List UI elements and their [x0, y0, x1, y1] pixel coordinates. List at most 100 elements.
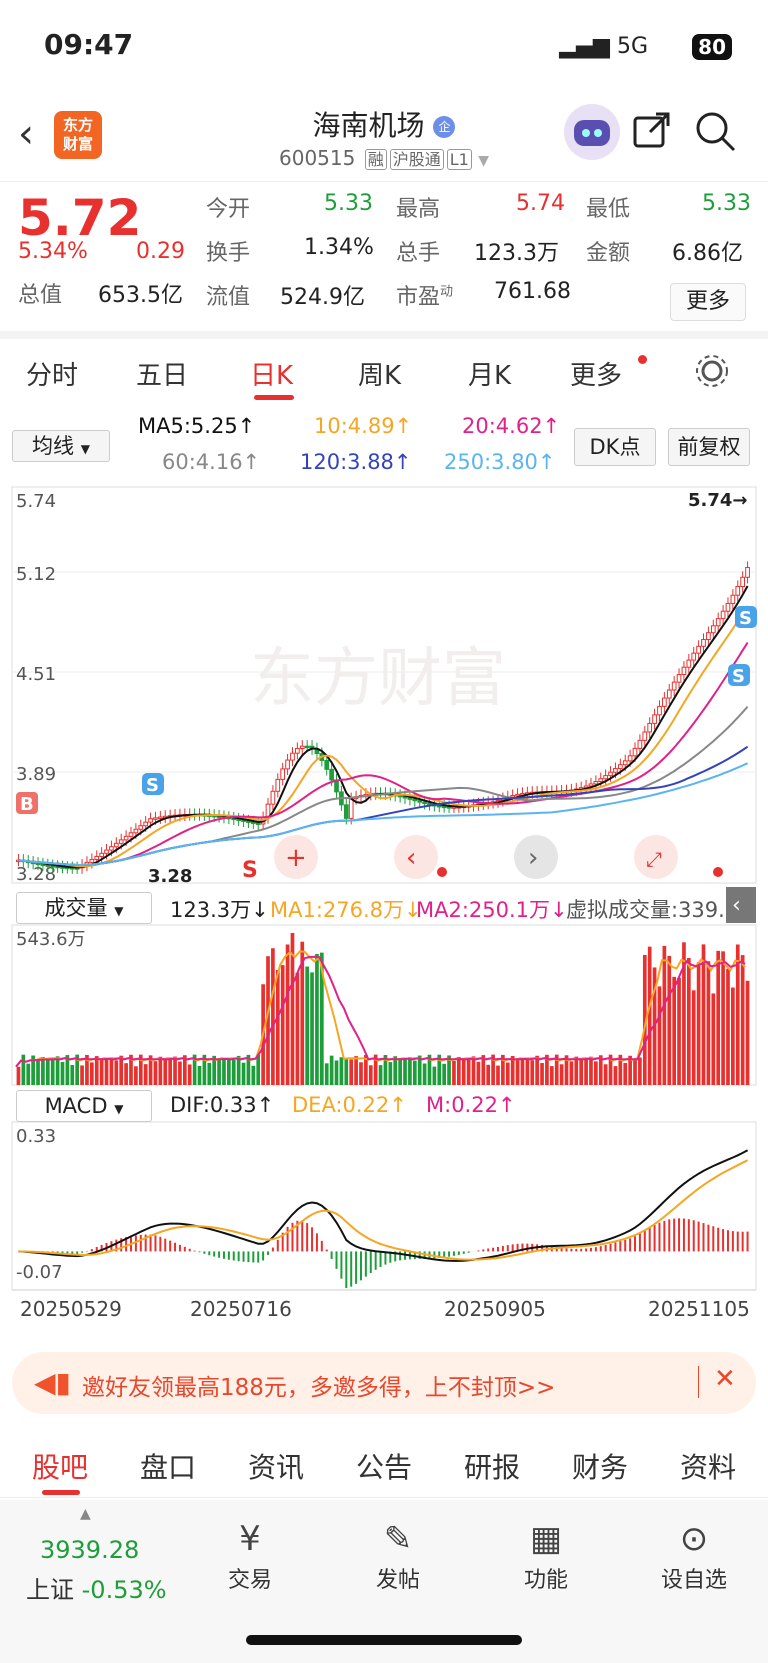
- volume-bar: [476, 1061, 481, 1085]
- candle-body: [603, 775, 608, 780]
- volume-bar: [129, 1054, 133, 1085]
- volume-bar: [80, 1065, 84, 1085]
- volume-bar: [41, 1057, 45, 1085]
- candle-body: [329, 768, 334, 781]
- indicator-selector-volume[interactable]: 成交量 ▼: [16, 892, 152, 924]
- chevron-left-small-icon: ‹: [732, 893, 741, 918]
- add-watchlist-button[interactable]: ⊙ 设自选: [644, 1516, 744, 1594]
- candle-body: [133, 828, 139, 834]
- ma120-legend: 120:3.88↑: [300, 450, 412, 474]
- volume-bar: [496, 1065, 500, 1085]
- volume-bar: [222, 1057, 226, 1085]
- tab-daily-k[interactable]: 日K: [250, 361, 294, 391]
- candle-body: [671, 681, 677, 691]
- tab-pankou[interactable]: 盘口: [140, 1451, 197, 1484]
- tab-profile[interactable]: 资料: [680, 1451, 737, 1484]
- volume-bar: [662, 945, 667, 1085]
- close-icon[interactable]: ✕: [714, 1364, 736, 1394]
- adjust-mode-button[interactable]: 前复权: [668, 428, 750, 466]
- candle-body: [295, 748, 300, 754]
- candle-body: [109, 846, 114, 851]
- assistant-robot-icon[interactable]: [564, 104, 620, 160]
- candle-body: [681, 666, 687, 676]
- candle-body: [89, 858, 95, 863]
- volume-bar: [559, 1064, 564, 1085]
- tab-more[interactable]: 更多: [570, 361, 623, 391]
- dk-point-button[interactable]: DK点: [574, 428, 656, 466]
- volume-bar: [540, 1063, 544, 1085]
- volume-bar: [564, 1055, 569, 1085]
- virtual-volume: 虚拟成交量:339.7万: [566, 898, 726, 922]
- volume-bar: [721, 951, 725, 1085]
- ma-selector[interactable]: 均线 ▼: [12, 430, 110, 462]
- candle-body: [270, 790, 276, 805]
- candle-body: [422, 801, 427, 805]
- index-quote[interactable]: 上证 -0.53%: [26, 1576, 167, 1604]
- post-button[interactable]: ✎ 发帖: [348, 1516, 448, 1594]
- indicator-selector-macd[interactable]: MACD ▼: [16, 1090, 152, 1122]
- volume-bar: [638, 1057, 642, 1085]
- volume-bar: [26, 1063, 31, 1085]
- volume-bar: [324, 1063, 329, 1085]
- volume-bar: [354, 1056, 358, 1085]
- add-drawing-button: [274, 835, 318, 879]
- volume-ma-line: [15, 950, 746, 1068]
- volume-bar: [711, 993, 716, 1085]
- tab-research[interactable]: 研报: [464, 1451, 521, 1484]
- volume-bar: [740, 955, 745, 1085]
- kline-chart-area[interactable]: 东方财富 5.74 5.12 4.51 3.89 3.28 5.74→ 3.28…: [0, 0, 768, 1345]
- tab-announcements[interactable]: 公告: [356, 1451, 413, 1484]
- ma5-legend: MA5:5.25↑: [138, 414, 256, 438]
- volume-bar: [344, 1058, 349, 1085]
- fullscreen-button: [634, 835, 678, 879]
- volume-bar: [569, 1061, 574, 1085]
- candle-body: [143, 821, 149, 827]
- back-chevron-icon[interactable]: ‹: [18, 111, 34, 157]
- candle-body: [304, 745, 310, 749]
- trade-button[interactable]: ¥ 交易: [200, 1516, 300, 1594]
- low-label: 最低: [586, 197, 631, 222]
- ma60-legend: 60:4.16↑: [162, 450, 261, 474]
- candle-body: [99, 852, 104, 857]
- volume-bar: [364, 1054, 368, 1085]
- sell-marker-icon: [142, 773, 164, 795]
- functions-button[interactable]: ▦ 功能: [496, 1516, 596, 1594]
- volume-bar: [628, 1055, 632, 1085]
- share-icon[interactable]: [632, 110, 672, 159]
- macd-m: M:0.22↑: [426, 1093, 516, 1117]
- tab-guba[interactable]: 股吧: [32, 1451, 89, 1484]
- chevron-left-icon: ‹: [406, 843, 416, 873]
- search-icon[interactable]: [694, 110, 738, 163]
- sell-marker-icon-2: [735, 606, 757, 628]
- tab-news[interactable]: 资讯: [248, 1451, 305, 1484]
- promo-banner[interactable]: ◀▮ 邀好友领最高188元，多邀多得，上不封顶>> ✕: [12, 1352, 756, 1414]
- red-dot-2: [713, 867, 723, 877]
- level-tag: L1: [446, 149, 472, 170]
- volume-ma2: MA2:250.1万↓: [416, 898, 568, 922]
- megaphone-icon: ◀▮: [34, 1366, 71, 1399]
- eastmoney-logo[interactable]: 东方 财富: [54, 111, 102, 159]
- volume-bar: [579, 1058, 584, 1085]
- candle-body: [412, 798, 418, 802]
- tab-finance[interactable]: 财务: [572, 1451, 629, 1484]
- volume-bar: [241, 1062, 246, 1085]
- candle-body: [706, 632, 711, 641]
- tab-monthly-k[interactable]: 月K: [468, 361, 512, 391]
- tab-five-day[interactable]: 五日: [136, 361, 189, 391]
- volume-bar: [505, 1062, 510, 1085]
- index-value[interactable]: 3939.28: [40, 1536, 140, 1564]
- ma250-legend: 250:3.80↑: [444, 450, 556, 474]
- amount-value: 6.86亿: [672, 241, 743, 266]
- dropdown-triangle-icon[interactable]: ▼: [478, 153, 489, 169]
- settings-gear-icon[interactable]: [694, 353, 730, 393]
- tab-weekly-k[interactable]: 周K: [358, 361, 402, 391]
- more-quote-button[interactable]: 更多: [670, 283, 746, 321]
- candle-body: [583, 785, 589, 789]
- content-tabs: 股吧 盘口 资讯 公告 研报 财务 资料: [0, 1428, 768, 1498]
- volume-bar: [329, 1055, 334, 1085]
- tab-intraday[interactable]: 分时: [26, 361, 79, 391]
- volume-bar: [642, 954, 647, 1085]
- ma10-legend: 10:4.89↑: [314, 414, 413, 438]
- candle-body: [148, 818, 153, 823]
- macd-dea: DEA:0.22↑: [292, 1093, 407, 1117]
